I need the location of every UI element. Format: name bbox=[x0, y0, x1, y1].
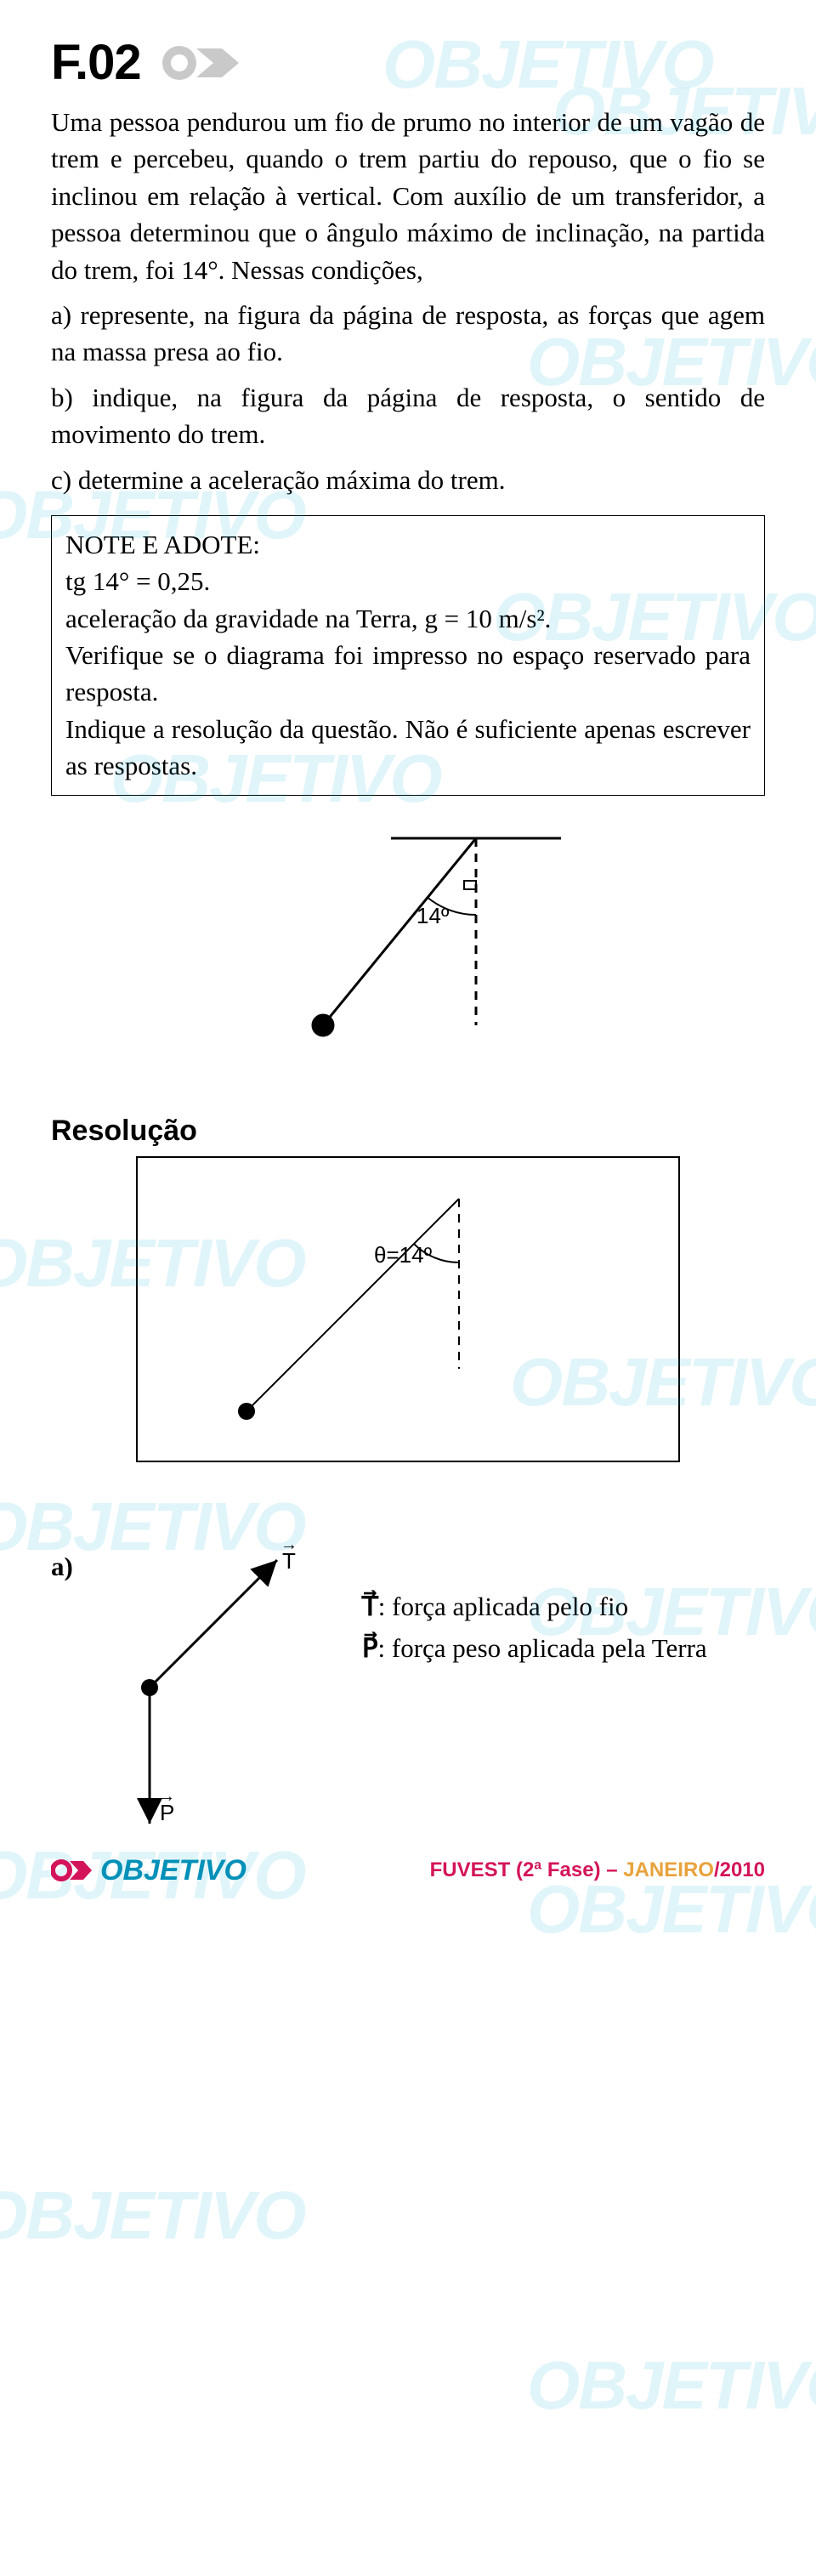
svg-text:→: → bbox=[158, 1787, 175, 1806]
question-number: F.02 bbox=[51, 34, 141, 91]
problem-item-b: b) indique, na figura da página de respo… bbox=[51, 379, 765, 453]
part-a-label: a) bbox=[51, 1518, 73, 1582]
note-line1: tg 14° = 0,25. bbox=[65, 563, 751, 599]
figure-pendulum: 14º bbox=[51, 821, 765, 1064]
note-line3: Verifique se o diagrama foi impresso no … bbox=[65, 637, 751, 711]
svg-text:θ=14º: θ=14º bbox=[374, 1242, 433, 1268]
svg-text:→: → bbox=[280, 1535, 298, 1554]
problem-item-c: c) determine a aceleração máxima do trem… bbox=[51, 462, 765, 498]
problem-item-a: a) represente, na figura da página de re… bbox=[51, 297, 765, 371]
forces-description: T⃗: força aplicada pelo fio P⃗: força pe… bbox=[362, 1518, 707, 1670]
forces-diagram: T→P→ bbox=[90, 1518, 345, 1845]
page-footer: OBJETIVO FUVEST (2ª Fase) – JANEIRO/2010 bbox=[51, 1854, 765, 1887]
note-title: NOTE E ADOTE: bbox=[65, 526, 751, 563]
note-line4: Indique a resolução da questão. Não é su… bbox=[65, 711, 751, 785]
note-line2: aceleração da gravidade na Terra, g = 10… bbox=[65, 600, 751, 637]
resolucao-title: Resolução bbox=[51, 1115, 765, 1148]
figure-boxed-pendulum: θ=14º bbox=[51, 1156, 765, 1467]
note-box: NOTE E ADOTE: tg 14° = 0,25. aceleração … bbox=[51, 515, 765, 796]
arrow-logo-icon bbox=[158, 42, 252, 84]
footer-exam: FUVEST (2ª Fase) – JANEIRO/2010 bbox=[430, 1858, 765, 1882]
footer-brand: OBJETIVO bbox=[51, 1854, 246, 1887]
part-a-row: a) T→P→ T⃗: força aplicada pelo fio P⃗: … bbox=[51, 1518, 765, 1845]
question-header: F.02 bbox=[51, 34, 765, 91]
problem-intro: Uma pessoa pendurou um fio de prumo no i… bbox=[51, 104, 765, 288]
arrow-logo-icon bbox=[51, 1858, 94, 1883]
svg-text:14º: 14º bbox=[416, 903, 450, 928]
